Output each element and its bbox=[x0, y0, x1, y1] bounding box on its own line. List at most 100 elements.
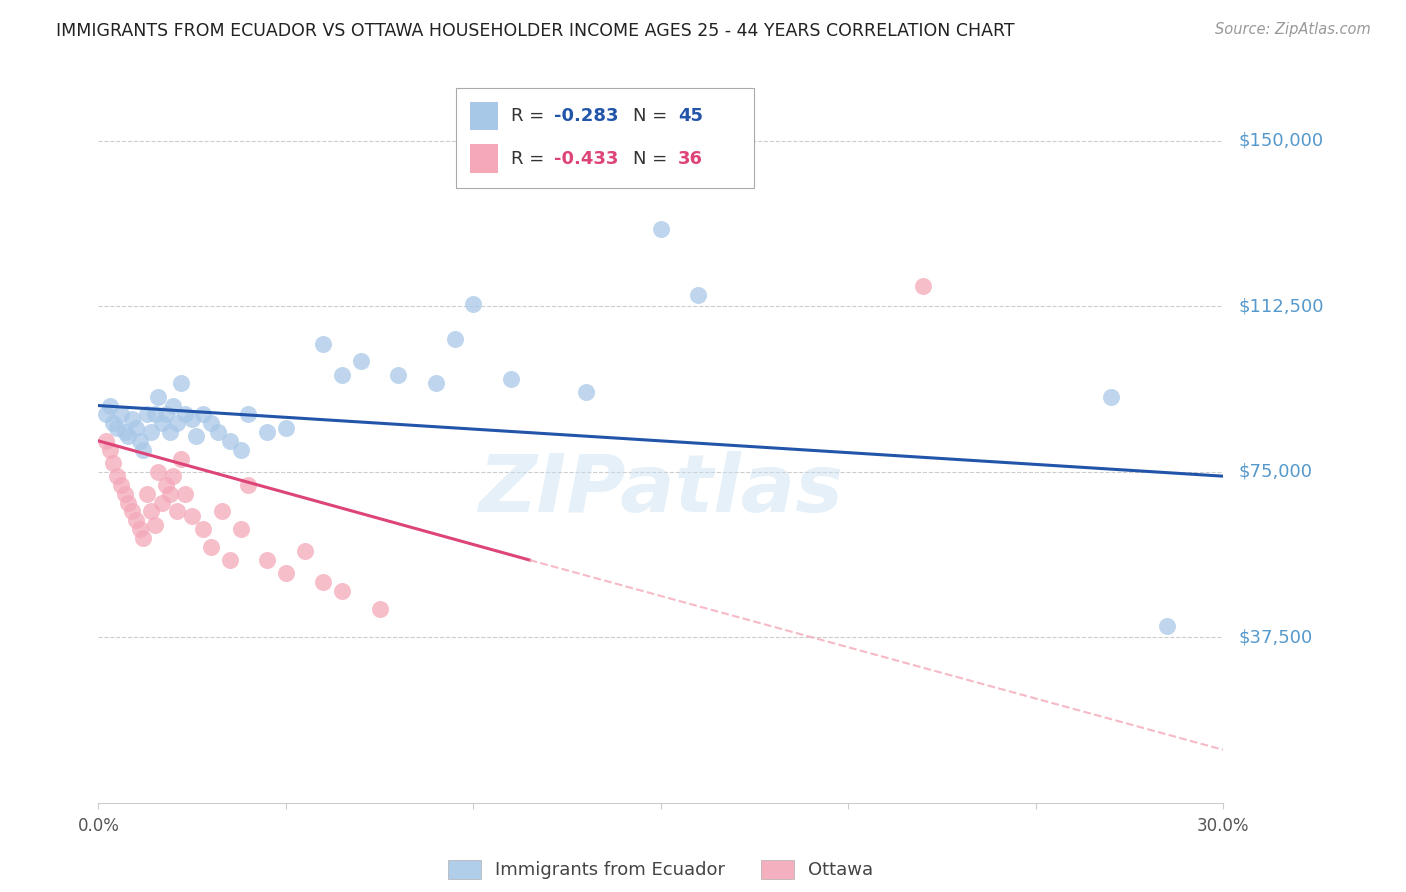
Point bbox=[181, 508, 204, 523]
Point bbox=[114, 487, 136, 501]
Point bbox=[94, 434, 117, 448]
Point bbox=[200, 540, 222, 554]
Point bbox=[274, 420, 297, 434]
Point bbox=[200, 416, 222, 430]
Point bbox=[184, 429, 207, 443]
Point bbox=[238, 478, 260, 492]
Point bbox=[368, 601, 391, 615]
Point bbox=[229, 522, 252, 536]
Point bbox=[143, 408, 166, 422]
Point bbox=[139, 504, 162, 518]
Point bbox=[443, 332, 465, 346]
FancyBboxPatch shape bbox=[470, 102, 498, 130]
Point bbox=[98, 399, 121, 413]
Point bbox=[110, 408, 132, 422]
Point bbox=[114, 425, 136, 439]
Point bbox=[425, 376, 447, 391]
Point bbox=[128, 434, 150, 448]
Text: $150,000: $150,000 bbox=[1239, 132, 1323, 150]
Point bbox=[173, 487, 195, 501]
Point bbox=[650, 222, 672, 236]
Point bbox=[94, 408, 117, 422]
Point bbox=[238, 408, 260, 422]
Point bbox=[132, 531, 155, 545]
Point bbox=[136, 408, 159, 422]
Text: $112,500: $112,500 bbox=[1239, 297, 1323, 315]
Point bbox=[294, 544, 316, 558]
Point bbox=[159, 425, 181, 439]
FancyBboxPatch shape bbox=[456, 87, 754, 188]
Point bbox=[155, 478, 177, 492]
Point bbox=[218, 553, 240, 567]
Point bbox=[256, 553, 278, 567]
Text: $75,000: $75,000 bbox=[1239, 463, 1312, 481]
Point bbox=[166, 416, 188, 430]
Point bbox=[162, 399, 184, 413]
Point bbox=[312, 336, 335, 351]
Text: Source: ZipAtlas.com: Source: ZipAtlas.com bbox=[1215, 22, 1371, 37]
Point bbox=[1156, 619, 1178, 633]
Point bbox=[148, 465, 170, 479]
Point bbox=[98, 442, 121, 457]
Text: -0.433: -0.433 bbox=[554, 150, 619, 168]
Text: $37,500: $37,500 bbox=[1239, 628, 1312, 647]
Point bbox=[159, 487, 181, 501]
Point bbox=[688, 288, 710, 302]
Text: R =: R = bbox=[512, 107, 550, 125]
Point bbox=[499, 372, 522, 386]
Point bbox=[274, 566, 297, 581]
Point bbox=[105, 420, 128, 434]
Legend: Immigrants from Ecuador, Ottawa: Immigrants from Ecuador, Ottawa bbox=[441, 853, 880, 887]
Point bbox=[211, 504, 233, 518]
Point bbox=[256, 425, 278, 439]
Point bbox=[330, 583, 353, 598]
Point bbox=[218, 434, 240, 448]
Point bbox=[350, 354, 373, 368]
Text: N =: N = bbox=[633, 150, 672, 168]
Point bbox=[117, 429, 139, 443]
Point bbox=[103, 416, 125, 430]
Point bbox=[110, 478, 132, 492]
Point bbox=[193, 408, 215, 422]
Point bbox=[575, 385, 598, 400]
Point bbox=[207, 425, 229, 439]
Point bbox=[143, 517, 166, 532]
Point bbox=[312, 575, 335, 590]
Point bbox=[181, 412, 204, 426]
Point bbox=[173, 408, 195, 422]
Point bbox=[103, 456, 125, 470]
FancyBboxPatch shape bbox=[470, 145, 498, 173]
Text: N =: N = bbox=[633, 107, 672, 125]
Point bbox=[162, 469, 184, 483]
Point bbox=[330, 368, 353, 382]
Point bbox=[463, 297, 485, 311]
Point bbox=[150, 496, 173, 510]
Point bbox=[229, 442, 252, 457]
Point bbox=[121, 504, 143, 518]
Text: ZIPatlas: ZIPatlas bbox=[478, 451, 844, 529]
Point bbox=[121, 412, 143, 426]
Point bbox=[139, 425, 162, 439]
Point bbox=[387, 368, 409, 382]
Point bbox=[150, 416, 173, 430]
Point bbox=[166, 504, 188, 518]
Point bbox=[1099, 390, 1122, 404]
Point bbox=[136, 487, 159, 501]
Point bbox=[132, 442, 155, 457]
Point bbox=[125, 513, 148, 527]
Point bbox=[117, 496, 139, 510]
Point bbox=[193, 522, 215, 536]
Text: R =: R = bbox=[512, 150, 550, 168]
Point bbox=[155, 408, 177, 422]
Point bbox=[128, 522, 150, 536]
Text: -0.283: -0.283 bbox=[554, 107, 619, 125]
Point bbox=[912, 279, 935, 293]
Point bbox=[105, 469, 128, 483]
Text: 36: 36 bbox=[678, 150, 703, 168]
Text: 45: 45 bbox=[678, 107, 703, 125]
Text: IMMIGRANTS FROM ECUADOR VS OTTAWA HOUSEHOLDER INCOME AGES 25 - 44 YEARS CORRELAT: IMMIGRANTS FROM ECUADOR VS OTTAWA HOUSEH… bbox=[56, 22, 1015, 40]
Point bbox=[170, 376, 193, 391]
Point bbox=[170, 451, 193, 466]
Point bbox=[148, 390, 170, 404]
Point bbox=[125, 420, 148, 434]
